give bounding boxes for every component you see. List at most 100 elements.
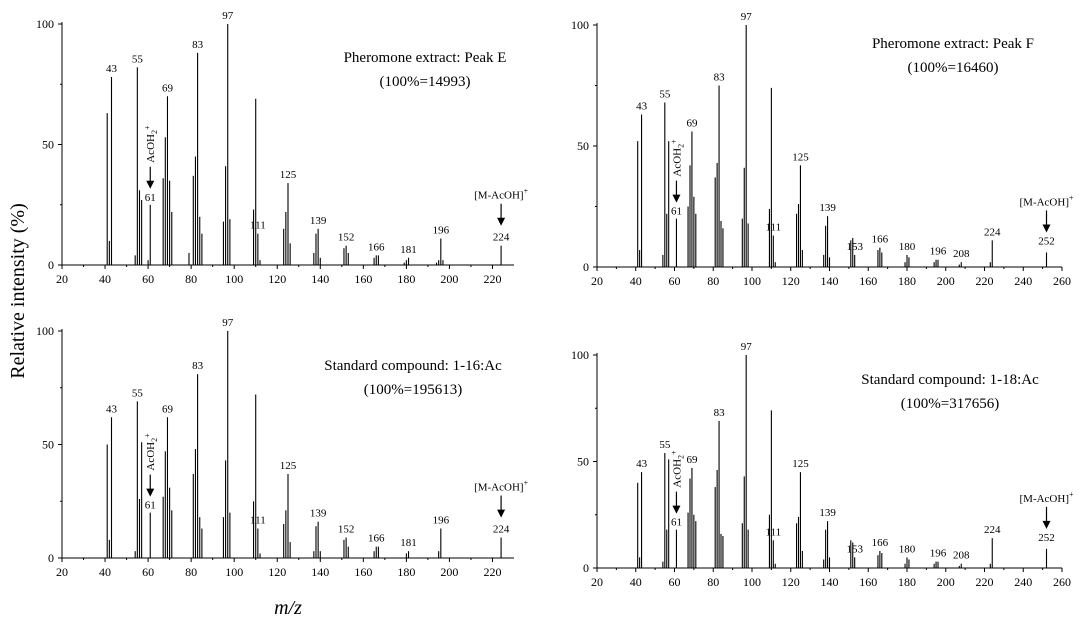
x-tick-label: 200 bbox=[937, 274, 955, 288]
x-tick-label: 160 bbox=[859, 575, 877, 589]
x-tick-label: 80 bbox=[185, 272, 197, 286]
peak-label: 125 bbox=[280, 460, 297, 472]
x-tick-label: 100 bbox=[743, 274, 761, 288]
peak-label: 55 bbox=[659, 88, 671, 100]
arrow-head bbox=[1042, 224, 1051, 233]
x-tick-label: 80 bbox=[185, 565, 197, 579]
peak-label: 166 bbox=[368, 241, 385, 253]
x-tick-label: 20 bbox=[591, 274, 603, 288]
arrow-label: AcOH2+ bbox=[143, 433, 159, 471]
spectrum-panel-3: 20 40 60 80 100 120 140 160 180 200 220 0 50 100 43 55 6… bbox=[36, 317, 529, 579]
arrow-value-label: 61 bbox=[145, 500, 156, 512]
arrow-label: [M-AcOH]+ bbox=[1020, 490, 1074, 505]
x-tick-label: 140 bbox=[821, 575, 839, 589]
x-tick-label: 60 bbox=[142, 272, 154, 286]
x-tick-label: 240 bbox=[1014, 575, 1032, 589]
arrow-head bbox=[672, 505, 681, 514]
peak-label: 153 bbox=[846, 543, 863, 555]
peak-label: 69 bbox=[162, 82, 174, 94]
panel-title: Pheromone extract: Peak E bbox=[344, 50, 507, 66]
arrow-label: AcOH2+ bbox=[143, 125, 159, 163]
panel-title: Standard compound: 1-16:Ac bbox=[324, 358, 502, 374]
x-tick-label: 20 bbox=[56, 272, 68, 286]
x-tick-label: 180 bbox=[397, 565, 415, 579]
peak-label: 111 bbox=[250, 220, 266, 232]
peak-label: 152 bbox=[338, 524, 355, 536]
peak-label: 97 bbox=[222, 10, 234, 22]
y-tick-label: 0 bbox=[583, 260, 589, 274]
x-tick-label: 80 bbox=[707, 575, 719, 589]
peak-label: 196 bbox=[930, 246, 947, 258]
peak-label: 69 bbox=[162, 403, 174, 415]
x-tick-label: 200 bbox=[440, 565, 458, 579]
x-tick-label: 260 bbox=[1053, 575, 1071, 589]
x-tick-label: 100 bbox=[225, 272, 243, 286]
peak-label: 43 bbox=[636, 101, 648, 113]
peak-label: 83 bbox=[192, 360, 204, 372]
peak-label: 180 bbox=[899, 543, 916, 555]
x-tick-label: 60 bbox=[669, 575, 681, 589]
arrow-head bbox=[1042, 520, 1051, 529]
peak-label: 139 bbox=[310, 215, 327, 227]
spectra-panels: 20 40 60 80 100 120 140 160 180 200 22005010043556… bbox=[36, 10, 1074, 589]
peak-label: 181 bbox=[400, 537, 417, 549]
peak-label: 69 bbox=[686, 117, 698, 129]
x-tick-label: 60 bbox=[669, 274, 681, 288]
peak-label: 224 bbox=[493, 232, 510, 244]
y-tick-label: 100 bbox=[571, 348, 589, 362]
y-tick-label: 100 bbox=[571, 18, 589, 32]
peak-label: 139 bbox=[819, 507, 836, 519]
peak-label: 152 bbox=[338, 232, 355, 244]
panel-title: Standard compound: 1-18:Ac bbox=[861, 372, 1039, 388]
y-tick-label: 100 bbox=[36, 17, 54, 31]
y-axis-label: Relative intensity (%) bbox=[7, 203, 29, 379]
peak-label: 166 bbox=[872, 537, 889, 549]
panel-subtitle: (100%=317656) bbox=[901, 396, 999, 412]
arrow-value-label: 252 bbox=[1038, 532, 1055, 544]
x-tick-label: 140 bbox=[311, 565, 329, 579]
x-tick-label: 260 bbox=[1053, 274, 1071, 288]
x-tick-label: 40 bbox=[630, 274, 642, 288]
peak-label: 111 bbox=[765, 222, 781, 234]
peak-label: 208 bbox=[953, 550, 970, 562]
y-tick-label: 50 bbox=[42, 138, 54, 152]
y-tick-label: 50 bbox=[42, 438, 54, 452]
x-tick-label: 220 bbox=[976, 274, 994, 288]
arrow-head bbox=[146, 180, 155, 189]
peak-label: 69 bbox=[686, 454, 698, 466]
peak-label: 153 bbox=[846, 241, 863, 253]
arrow-value-label: 61 bbox=[145, 192, 156, 204]
x-tick-label: 180 bbox=[898, 575, 916, 589]
peak-label: 125 bbox=[280, 169, 297, 181]
x-tick-label: 120 bbox=[782, 274, 800, 288]
spectrum-panel-1: 20 40 60 80 100 120 140 160 180 200 220 0 50 100 43 55 6… bbox=[36, 10, 529, 286]
arrow-value-label: 61 bbox=[671, 206, 682, 218]
x-tick-label: 100 bbox=[743, 575, 761, 589]
y-tick-label: 0 bbox=[48, 551, 54, 565]
panel-subtitle: (100%=16460) bbox=[908, 60, 999, 76]
arrow-label: AcOH2+ bbox=[669, 139, 685, 177]
arrow-head bbox=[146, 488, 155, 497]
x-tick-label: 20 bbox=[56, 565, 68, 579]
peak-label: 224 bbox=[984, 524, 1001, 536]
x-tick-label: 200 bbox=[937, 575, 955, 589]
x-tick-label: 220 bbox=[483, 272, 501, 286]
peak-label: 224 bbox=[984, 226, 1001, 238]
peak-label: 43 bbox=[106, 403, 118, 415]
arrow-label: [M-AcOH]+ bbox=[1020, 193, 1074, 208]
peak-label: 43 bbox=[106, 63, 118, 75]
x-tick-label: 40 bbox=[630, 575, 642, 589]
peak-label: 125 bbox=[792, 458, 809, 470]
peak-label: 55 bbox=[132, 53, 144, 65]
peak-label: 208 bbox=[953, 248, 970, 260]
peak-label: 97 bbox=[222, 317, 234, 329]
y-tick-label: 50 bbox=[577, 455, 589, 469]
arrow-head bbox=[497, 509, 506, 518]
peak-label: 43 bbox=[636, 458, 648, 470]
panel-subtitle: (100%=14993) bbox=[380, 74, 471, 90]
arrow-head bbox=[497, 217, 506, 226]
x-tick-label: 100 bbox=[225, 565, 243, 579]
x-tick-label: 200 bbox=[440, 272, 458, 286]
x-tick-label: 240 bbox=[1014, 274, 1032, 288]
